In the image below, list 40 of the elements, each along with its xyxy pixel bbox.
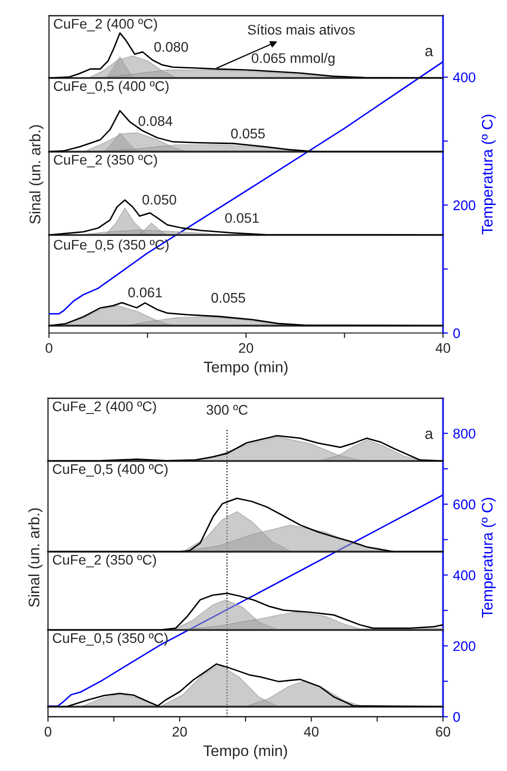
y2-tick-label: 400 <box>453 72 476 82</box>
y2-axis-title: Temperatura (º C) <box>481 114 496 235</box>
y2-tick-label: 400 <box>453 570 476 580</box>
annotation: Sítios mais ativos <box>248 24 355 35</box>
chart-title: CuFe_0,5 (350 ºC) <box>52 632 168 646</box>
annotation: 0.051 <box>225 213 259 223</box>
ref-line-label: 300 ºC <box>206 404 248 415</box>
y2-axis-title: Temperatura (º C) <box>481 498 496 618</box>
x-tick-label: 20 <box>172 726 187 737</box>
x-tick-label: 0 <box>44 726 52 737</box>
x-tick-label: 0 <box>46 343 52 353</box>
x-tick-label: 60 <box>436 726 450 737</box>
y2-tick-label: 200 <box>453 641 476 652</box>
annotation: 0.055 <box>231 128 265 138</box>
y2-tick-label: 800 <box>453 428 476 439</box>
annotation: 0.080 <box>154 42 188 52</box>
annotation: 0.050 <box>142 194 176 205</box>
y2-tick-label: 600 <box>453 500 476 510</box>
x-tick-label: 20 <box>238 343 254 353</box>
y-axis-title: Sinal (un. arb.) <box>29 125 44 224</box>
chart-title: CuFe_2 (400 ºC) <box>52 401 156 414</box>
annotation: 0.061 <box>128 288 162 298</box>
chart-title: CuFe_2 (350 ºC) <box>54 154 157 168</box>
y2-tick-label: 0 <box>453 712 460 722</box>
annotation: a <box>425 48 434 56</box>
chart-title: CuFe_2 (350 ºC) <box>52 554 156 568</box>
x-axis-title: Tempo (min) <box>203 744 287 760</box>
y-axis-title: Sinal (un. arb.) <box>28 508 42 607</box>
annotation: 0.055 <box>211 292 246 303</box>
chart-title: CuFe_0,5 (400 ºC) <box>54 80 169 94</box>
y2-tick-label: 200 <box>453 200 476 210</box>
annotation: a <box>425 430 434 440</box>
x-tick-label: 40 <box>436 343 450 353</box>
annotation: 0.084 <box>138 116 172 126</box>
x-tick-label: 40 <box>304 726 319 737</box>
annotation: 0.065 mmol/g <box>252 52 334 66</box>
chart-title: CuFe_0,5 (400 ºC) <box>52 464 168 477</box>
chart-title: CuFe_2 (400 ºC) <box>54 18 157 32</box>
x-axis-title: Tempo (min) <box>204 361 288 376</box>
y2-tick-label: 0 <box>453 328 460 338</box>
